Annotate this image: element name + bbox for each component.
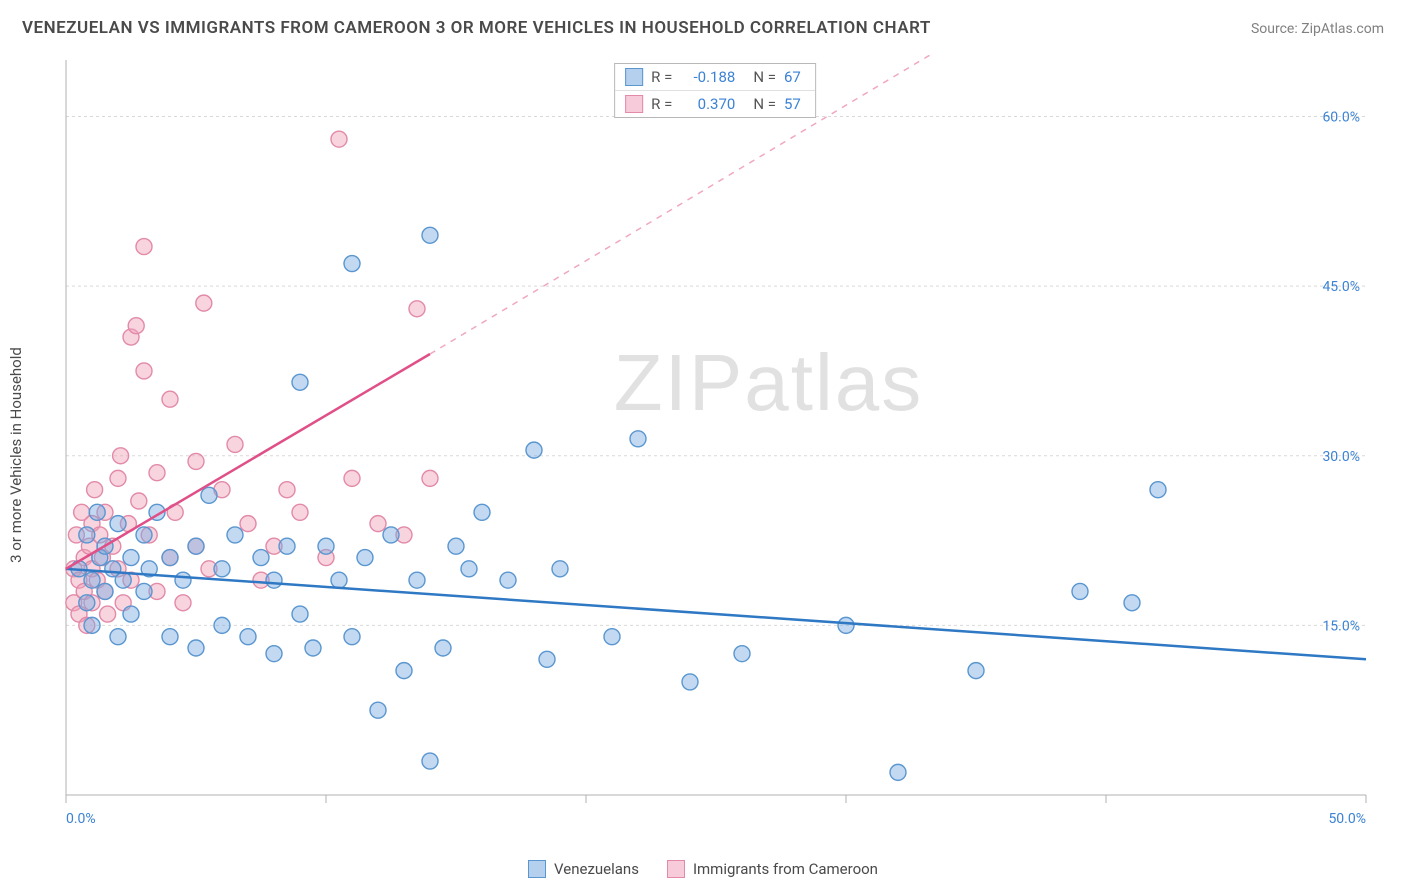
correlation-legend-row: R = 0.370 N = 57 <box>615 90 815 117</box>
source-prefix: Source: <box>1251 21 1301 37</box>
swatch-icon <box>625 95 643 113</box>
swatch-icon <box>625 68 643 86</box>
r-value: 0.370 <box>680 95 735 113</box>
correlation-legend-row: R = -0.188 N = 67 <box>615 64 815 90</box>
y-axis-label: 3 or more Vehicles in Household <box>7 347 25 563</box>
source-link[interactable]: ZipAtlas.com <box>1301 21 1384 37</box>
swatch-icon <box>528 860 546 878</box>
series-label: Immigrants from Cameroon <box>693 860 878 878</box>
r-label: R = <box>651 95 672 113</box>
scatter-chart: 15.0% 30.0% 45.0% 60.0% 0.0% 50.0% <box>46 55 1384 837</box>
r-value: -0.188 <box>680 68 735 86</box>
correlation-legend: R = -0.188 N = 67 R = 0.370 N = 57 <box>614 63 816 118</box>
swatch-icon <box>667 860 685 878</box>
series-label: Venezuelans <box>554 860 639 878</box>
series-legend-item: Venezuelans <box>528 860 639 878</box>
svg-text:50.0%: 50.0% <box>1328 811 1366 827</box>
source-attribution: Source: ZipAtlas.com <box>1251 21 1384 37</box>
header: VENEZUELAN VS IMMIGRANTS FROM CAMEROON 3… <box>22 18 1384 38</box>
series-legend-item: Immigrants from Cameroon <box>667 860 878 878</box>
plot-container: 3 or more Vehicles in Household ZIPatlas… <box>46 55 1384 837</box>
svg-text:60.0%: 60.0% <box>1322 110 1360 126</box>
chart-title: VENEZUELAN VS IMMIGRANTS FROM CAMEROON 3… <box>22 18 931 38</box>
svg-text:0.0%: 0.0% <box>66 811 96 827</box>
n-value: 67 <box>784 68 801 86</box>
series-legend: Venezuelans Immigrants from Cameroon <box>0 860 1406 878</box>
svg-text:15.0%: 15.0% <box>1322 618 1360 634</box>
n-value: 57 <box>784 95 801 113</box>
n-label: N = <box>753 68 776 86</box>
svg-text:45.0%: 45.0% <box>1322 279 1360 295</box>
r-label: R = <box>651 68 672 86</box>
svg-text:30.0%: 30.0% <box>1322 449 1360 465</box>
n-label: N = <box>753 95 776 113</box>
